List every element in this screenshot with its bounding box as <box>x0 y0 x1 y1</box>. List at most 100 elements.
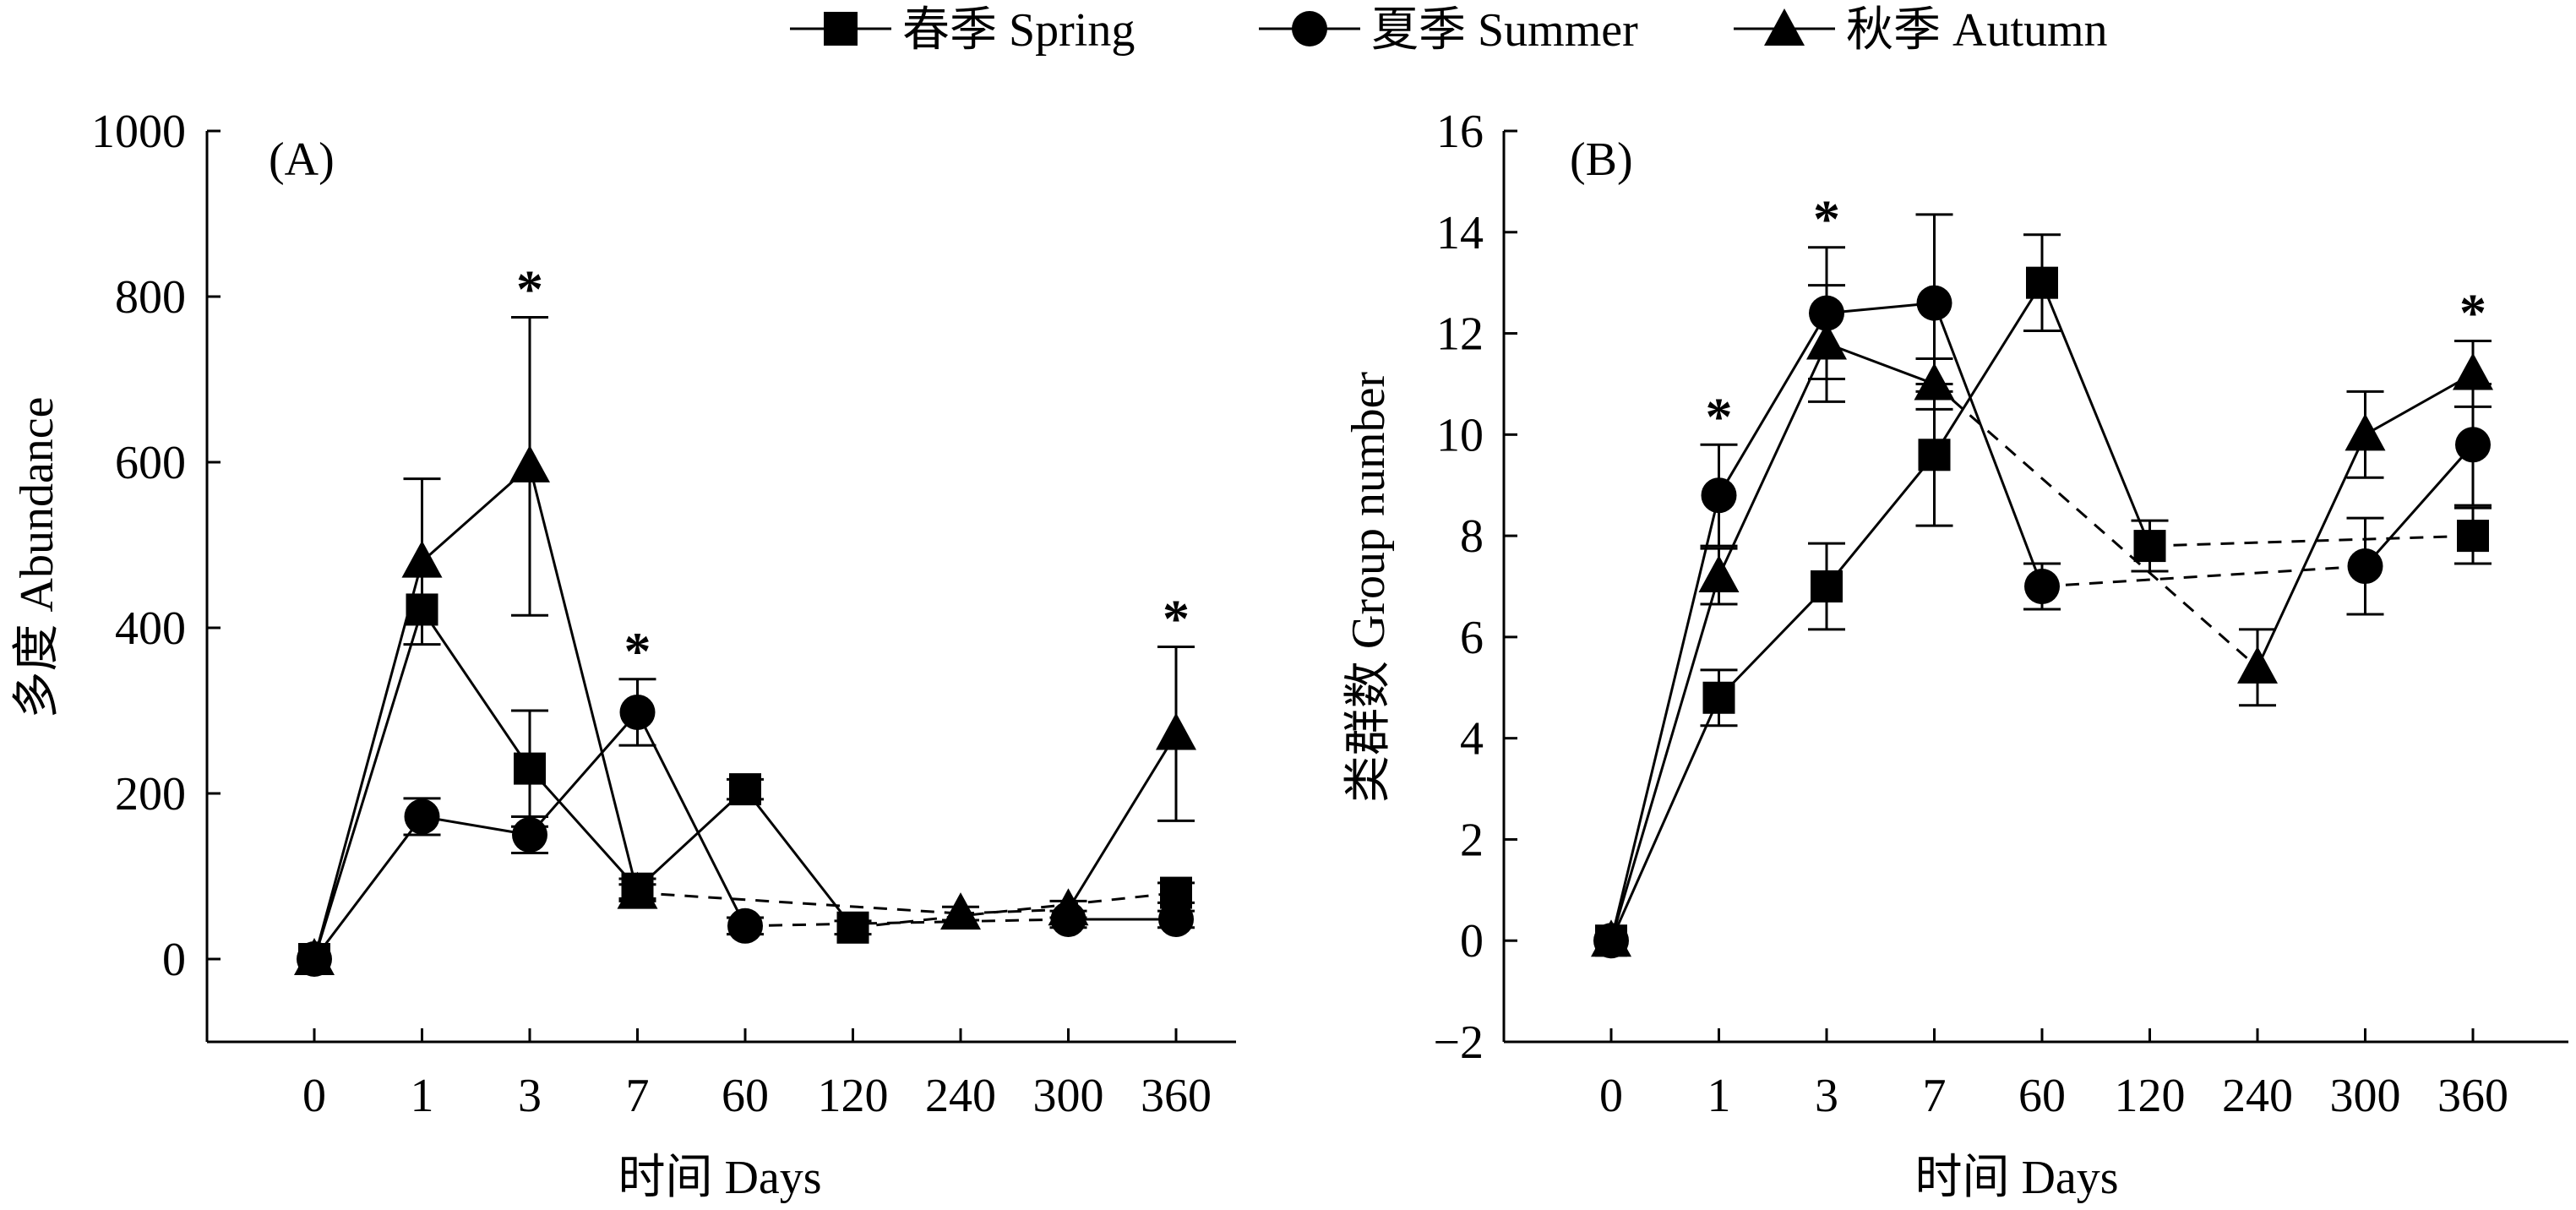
y-tick-label: 200 <box>115 768 186 820</box>
y-tick-label: 400 <box>115 602 186 655</box>
y-tick-label: 8 <box>1460 510 1484 563</box>
x-tick-label: 60 <box>2018 1070 2066 1122</box>
square-data-marker <box>1702 681 1735 714</box>
significance-asterisk: * <box>1813 189 1840 249</box>
x-tick-label: 1 <box>1707 1070 1731 1122</box>
y-tick-label: 600 <box>115 437 186 489</box>
triangle-data-marker <box>1156 712 1196 750</box>
x-tick-label: 240 <box>925 1070 996 1122</box>
series-line-summer <box>1718 312 1828 496</box>
series-line-summer <box>1826 302 1935 315</box>
series-line-summer <box>1609 494 1720 941</box>
legend-label-spring: 春季 Spring <box>902 4 1135 57</box>
series-line-autumn <box>637 891 961 915</box>
legend: 春季 Spring 夏季 Summer 秋季 Autumn <box>790 4 2108 57</box>
y-tick-label: 6 <box>1460 612 1484 664</box>
series-line-autumn <box>2256 433 2366 668</box>
series-line-spring <box>1609 697 1720 941</box>
circle-data-marker <box>619 694 656 730</box>
square-data-marker <box>729 773 761 806</box>
y-tick-label: 1000 <box>91 106 186 158</box>
circle-data-marker <box>2024 569 2060 604</box>
panel-b: −2 0 2 4 6 8 10 12 14 16 0 1 3 7 60 120 240 300 360 * * * (B)… <box>1342 106 2568 1204</box>
panel-a: 0 200 400 600 800 1000 0 1 3 7 60 120 240 300 360 * * * (… <box>11 106 1236 1204</box>
circle-data-marker <box>512 817 547 853</box>
panel-a-y-axis-title: 多度 Abundance <box>11 396 63 718</box>
triangle-marker-icon <box>1764 8 1805 46</box>
x-tick-label: 360 <box>2437 1070 2508 1122</box>
legend-item-autumn: 秋季 Autumn <box>1734 4 2108 57</box>
circle-data-marker <box>1916 285 1952 321</box>
x-tick-label: 1 <box>411 1070 434 1122</box>
x-tick-label: 3 <box>518 1070 542 1122</box>
circle-data-marker <box>2455 427 2491 463</box>
series-line-autumn <box>1609 575 1720 941</box>
series-line-autumn <box>1933 383 2258 668</box>
x-tick-label: 60 <box>722 1070 769 1122</box>
series-line-summer <box>528 711 639 836</box>
y-tick-label: 16 <box>1436 106 1484 158</box>
triangle-data-marker <box>2237 646 2278 684</box>
square-data-marker <box>514 752 546 785</box>
y-tick-label: 14 <box>1436 207 1484 259</box>
y-tick-label: 800 <box>115 271 186 324</box>
square-data-marker <box>2026 266 2058 299</box>
x-tick-label: 240 <box>2222 1070 2293 1122</box>
series-line-spring <box>852 891 1177 929</box>
series-line-spring <box>421 608 531 770</box>
y-tick-label: 0 <box>1460 915 1484 967</box>
series-line-autumn <box>1826 342 1936 385</box>
circle-data-marker <box>404 798 440 835</box>
x-tick-label: 360 <box>1141 1070 1212 1122</box>
triangle-data-marker <box>1698 555 1740 593</box>
series-line-summer <box>313 815 423 960</box>
triangle-data-marker <box>2453 352 2493 390</box>
y-tick-label: 4 <box>1460 713 1484 766</box>
series-line-spring <box>2149 534 2474 548</box>
y-tick-label: 2 <box>1460 814 1484 866</box>
panel-b-plot: −2 0 2 4 6 8 10 12 14 16 0 1 3 7 60 120 240 300 360 * * * <box>1433 106 2568 1122</box>
series-line-summer <box>1933 302 2044 587</box>
series-line-spring <box>528 767 639 890</box>
series-line-autumn <box>960 908 1069 915</box>
panel-a-x-axis-title: 时间 Days <box>618 1152 821 1204</box>
triangle-data-marker <box>1591 919 1631 957</box>
circle-data-marker <box>2347 548 2383 585</box>
x-tick-label: 120 <box>818 1070 889 1122</box>
significance-asterisk: * <box>1163 589 1190 649</box>
significance-asterisk: * <box>1706 386 1733 446</box>
series-line-summer <box>2364 444 2475 568</box>
x-tick-label: 7 <box>1923 1070 1947 1122</box>
series-line-spring <box>313 608 423 960</box>
series-line-spring <box>2040 282 2151 547</box>
significance-asterisk: * <box>2459 283 2486 343</box>
triangle-data-marker <box>1914 362 1955 401</box>
series-line-autumn <box>1067 733 1178 910</box>
panel-b-y-axis-title: 类群数 Group number <box>1342 372 1395 804</box>
circle-data-marker <box>1158 901 1194 937</box>
square-data-marker <box>2457 520 2489 553</box>
triangle-data-marker <box>940 892 981 930</box>
triangle-data-marker <box>509 444 550 482</box>
panel-a-label: (A) <box>269 134 335 186</box>
series-line-spring <box>1933 281 2044 456</box>
square-data-marker <box>1918 439 1951 471</box>
x-tick-label: 120 <box>2115 1070 2186 1122</box>
series-line-autumn <box>313 561 423 960</box>
significance-asterisk: * <box>624 621 651 681</box>
y-tick-label: −2 <box>1433 1017 1484 1069</box>
triangle-data-marker <box>294 938 335 975</box>
panel-b-label: (B) <box>1570 134 1633 186</box>
x-tick-label: 7 <box>626 1070 650 1122</box>
series-line-spring <box>1718 585 1828 699</box>
y-tick-label: 12 <box>1436 308 1484 361</box>
series-line-summer <box>2041 564 2366 588</box>
x-tick-label: 300 <box>2330 1070 2401 1122</box>
x-tick-label: 3 <box>1815 1070 1838 1122</box>
square-data-marker <box>1811 570 1843 602</box>
legend-item-spring: 春季 Spring <box>790 4 1135 57</box>
triangle-data-marker <box>1806 322 1847 360</box>
series-line-spring <box>636 788 747 890</box>
